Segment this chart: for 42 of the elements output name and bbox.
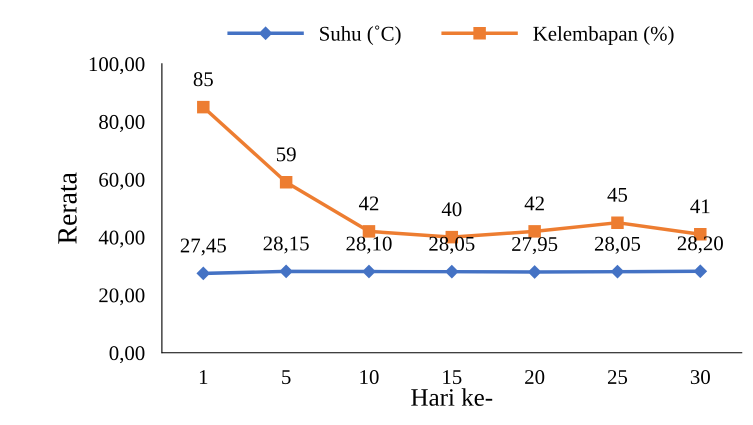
- x-axis-title: Hari ke-: [411, 388, 492, 406]
- x-tick-label: 15: [443, 370, 462, 384]
- point: [528, 225, 541, 238]
- y-axis-title: Rerata: [58, 172, 77, 244]
- point: [280, 176, 292, 188]
- data-label: 85: [194, 72, 213, 86]
- data-label: 41: [690, 199, 710, 214]
- point: [197, 100, 210, 114]
- data-label: 27,95: [512, 237, 558, 254]
- y-tick-label: 100,00: [90, 57, 144, 74]
- x-tick-label: 10: [360, 370, 379, 384]
- data-label: 28,15: [264, 236, 309, 254]
- legend-label: Kelembapan (%): [533, 26, 674, 45]
- data-label: 27,45: [180, 238, 226, 256]
- y-tick-label: 0,00: [110, 346, 144, 364]
- data-label: 28,20: [678, 236, 723, 254]
- data-label: 59: [276, 147, 296, 162]
- point: [280, 264, 293, 278]
- data-label: 45: [607, 188, 628, 202]
- y-tick-label: 40,00: [98, 230, 144, 248]
- x-tick-label: 5: [282, 370, 291, 384]
- data-label: 42: [358, 196, 378, 210]
- point: [694, 264, 707, 278]
- point: [196, 266, 210, 280]
- data-label: 28,05: [429, 236, 474, 254]
- data-label: 42: [524, 196, 544, 210]
- data-label: 28,10: [346, 236, 392, 254]
- x-tick-label: 30: [690, 370, 710, 384]
- y-tick-label: 60,00: [99, 172, 144, 190]
- data-label: 40: [442, 202, 462, 216]
- point: [445, 265, 458, 278]
- point: [611, 216, 624, 229]
- point: [362, 264, 376, 278]
- point: [610, 265, 624, 278]
- y-tick-label: 20,00: [99, 288, 144, 306]
- x-tick-label: 1: [200, 370, 208, 384]
- legend-label: Suhu (˚C): [320, 25, 401, 45]
- x-tick-label: 25: [608, 370, 628, 384]
- data-label: 28,05: [594, 236, 640, 254]
- y-tick-label: 80,00: [99, 114, 144, 132]
- x-tick-label: 20: [525, 370, 544, 384]
- point: [528, 265, 542, 279]
